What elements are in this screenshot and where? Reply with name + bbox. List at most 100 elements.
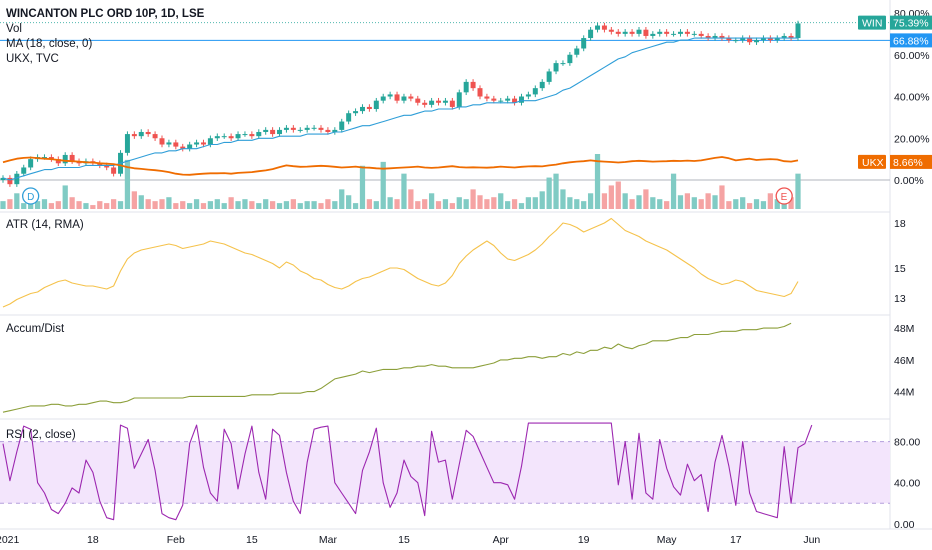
volume-bar: [387, 197, 393, 209]
ma-line: [2, 37, 798, 181]
candle-body: [394, 94, 400, 101]
candle-body: [567, 54, 573, 64]
candle-body: [200, 142, 206, 145]
volume-bar: [753, 199, 760, 209]
candle-body: [608, 29, 614, 32]
volume-bar: [0, 201, 6, 209]
candle-body: [387, 94, 393, 97]
volume-bar: [41, 199, 48, 209]
volume-bar: [346, 195, 352, 209]
candle-body: [601, 25, 607, 30]
candle-body: [318, 127, 324, 130]
candle-body: [774, 38, 780, 41]
candle-body: [754, 40, 760, 43]
legend-ma: MA (18, close, 0): [6, 38, 93, 50]
series-badge-label-bg: [858, 154, 886, 169]
candle-body: [124, 134, 130, 153]
candle-body: [228, 136, 234, 139]
time-tick-label: 15: [246, 534, 258, 546]
ukx-line: [2, 156, 799, 176]
candle-body: [615, 31, 621, 34]
volume-bar: [574, 199, 580, 209]
volume-bar: [435, 201, 442, 209]
volume-bar: [546, 177, 552, 209]
volume-bar: [48, 203, 55, 209]
candle-body: [518, 96, 524, 103]
volume-bar: [560, 189, 566, 209]
candle-body: [505, 98, 511, 101]
candle-body: [180, 146, 186, 149]
time-tick-label: May: [657, 534, 678, 546]
candle-body: [733, 40, 739, 42]
volume-bar: [746, 203, 753, 209]
candle-body: [636, 29, 642, 34]
candle-body: [297, 129, 303, 131]
candle-body: [525, 94, 531, 97]
volume-bar: [117, 201, 124, 209]
candle-body: [574, 48, 580, 55]
time-tick-label: Apr: [493, 534, 510, 546]
volume-bar: [318, 203, 324, 209]
volume-bar: [359, 165, 366, 209]
price-badge-bg: [890, 154, 932, 169]
volume-bar: [525, 197, 532, 209]
indicator-tick-label: 13: [894, 293, 906, 305]
volume-bar: [325, 199, 331, 209]
volume-bar: [670, 173, 677, 209]
volume-bar: [636, 195, 642, 209]
candle-body: [415, 98, 421, 103]
volume-bar: [608, 185, 614, 209]
candle-body: [560, 63, 566, 65]
candle-body: [104, 165, 110, 168]
volume-bar: [491, 197, 497, 209]
legend-atr: ATR (14, RMA): [6, 219, 84, 231]
price-badge-bg: [890, 15, 932, 30]
candle-body: [747, 38, 753, 43]
volume-bar: [726, 201, 732, 209]
indicator-tick-label: 15: [894, 263, 906, 275]
candle-body: [373, 100, 379, 110]
candle-body: [760, 38, 766, 41]
volume-bar: [470, 189, 476, 209]
dividend-marker-label: D: [27, 192, 34, 203]
volume-bar: [131, 191, 137, 209]
volume-bar: [615, 181, 621, 209]
candle-body: [242, 134, 248, 136]
candle-body: [705, 35, 711, 39]
price-tick-label: 0.00%: [894, 175, 924, 187]
volume-bar: [228, 197, 234, 209]
candle-body: [221, 136, 227, 138]
candle-body: [256, 131, 262, 137]
candle-body: [532, 88, 538, 95]
volume-bar: [152, 201, 158, 209]
volume-bar: [698, 199, 704, 209]
candle-body: [332, 129, 338, 132]
volume-bar: [366, 199, 373, 209]
candle-body: [21, 167, 27, 174]
candle-body: [7, 177, 13, 185]
candle-body: [380, 96, 386, 101]
candle-body: [152, 134, 158, 139]
volume-bar: [269, 201, 276, 209]
legend-accum-dist: Accum/Dist: [6, 323, 65, 335]
volume-bar: [235, 201, 241, 209]
price-badge-value: 8.66%: [893, 157, 923, 169]
candle-body: [719, 35, 725, 39]
series-badge-label: WIN: [862, 18, 882, 30]
volume-bar: [733, 199, 739, 209]
legend-rsi: RSI (2, close): [6, 429, 76, 441]
time-tick-label: 18: [87, 534, 99, 546]
indicator-tick-label: 44M: [894, 387, 914, 399]
candle-body: [684, 31, 690, 34]
candle-body: [304, 127, 310, 130]
time-tick-label: Feb: [167, 534, 185, 546]
candle-body: [159, 138, 165, 145]
indicator-tick-label: 40.00: [894, 478, 920, 490]
volume-bar: [684, 193, 691, 209]
candle-body: [677, 31, 683, 34]
candle-body: [235, 134, 241, 139]
volume-bar: [256, 203, 262, 209]
volume-bar: [14, 193, 20, 209]
volume-bar: [532, 197, 538, 209]
